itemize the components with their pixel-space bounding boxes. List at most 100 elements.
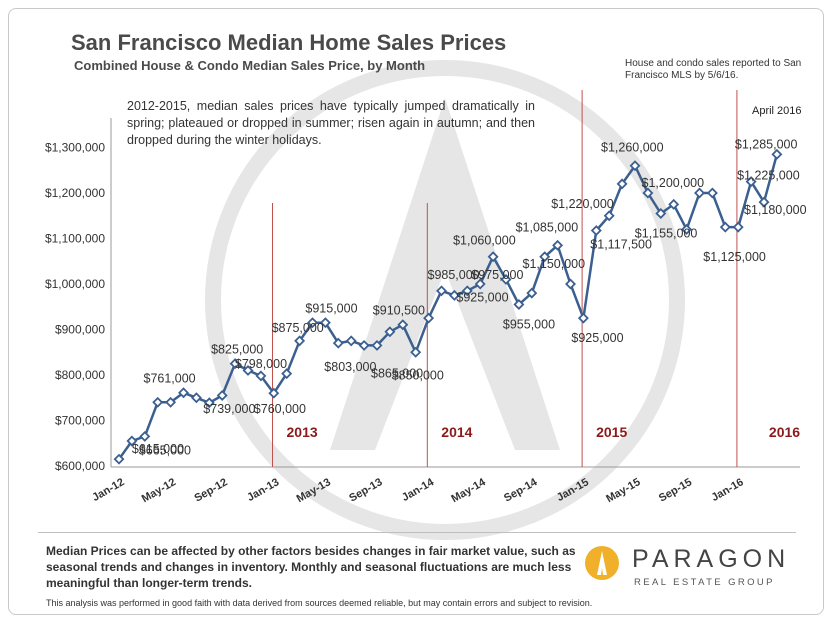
data-point: [294, 335, 306, 347]
data-label: $910,500: [373, 304, 425, 318]
y-tick-label: $700,000: [55, 414, 105, 428]
data-point: [178, 387, 189, 399]
data-point: [681, 223, 693, 235]
data-point: [203, 397, 215, 409]
data-point: [474, 278, 486, 290]
data-point: [642, 187, 654, 199]
x-tick-label: Jan-12: [90, 476, 126, 504]
data-point: [565, 278, 576, 290]
source-note: House and condo sales reported to San Fr…: [625, 58, 802, 81]
seasonal-callout: 2012-2015, median sales prices have typi…: [127, 99, 535, 147]
x-tick-label: Sep-13: [347, 476, 384, 504]
data-point: [668, 198, 680, 210]
y-tick-label: $1,000,000: [45, 277, 105, 291]
x-tick-label: May-12: [140, 476, 178, 505]
data-point: [319, 317, 331, 329]
data-point: [694, 187, 705, 199]
data-point: [758, 196, 770, 208]
data-point: [500, 273, 512, 285]
paragon-logo-mark-icon: [597, 551, 607, 575]
data-label: $761,000: [144, 372, 196, 386]
y-tick-label: $800,000: [55, 368, 105, 382]
data-label: $1,150,000: [523, 257, 586, 271]
data-point: [397, 319, 409, 331]
data-label: $1,225,000: [737, 169, 800, 183]
data-point: [616, 178, 628, 190]
data-point: [655, 208, 667, 219]
data-point: [448, 289, 460, 301]
data-point: [242, 364, 254, 376]
data-label: $850,000: [392, 368, 444, 382]
year-label: 2015: [596, 424, 627, 440]
data-point: [577, 312, 589, 324]
footer-note: Median Prices can be affected by other f…: [46, 544, 576, 590]
data-point: [513, 299, 525, 310]
data-point: [732, 221, 744, 233]
data-label: $615,000: [132, 442, 184, 456]
x-tick-label: May-15: [604, 476, 642, 505]
y-tick-label: $1,100,000: [45, 232, 105, 246]
data-label: $975,000: [471, 268, 523, 282]
data-label: $1,060,000: [453, 234, 516, 248]
data-label: $865,000: [371, 366, 423, 380]
data-label: $1,125,000: [703, 250, 766, 264]
data-label: $1,117,500: [590, 238, 652, 252]
data-point: [384, 326, 396, 338]
data-label: $1,155,000: [635, 226, 698, 240]
data-point: [229, 358, 241, 370]
y-tick-label: $900,000: [55, 323, 105, 337]
disclaimer: This analysis was performed in good fait…: [46, 598, 593, 608]
data-point: [152, 396, 164, 408]
data-label: $875,000: [272, 321, 324, 335]
data-point: [126, 435, 138, 447]
y-tick-label: $1,300,000: [45, 141, 105, 155]
data-label: $955,000: [503, 317, 555, 331]
x-tick-label: Jan-14: [400, 476, 437, 504]
data-point: [190, 392, 202, 404]
data-point: [358, 339, 370, 351]
data-point: [436, 285, 447, 297]
year-label: 2013: [287, 424, 318, 440]
chart-subtitle: Combined House & Condo Median Sales Pric…: [74, 58, 426, 73]
x-tick-label: Jan-13: [245, 476, 281, 504]
data-label: $915,000: [305, 302, 357, 316]
chart-title: San Francisco Median Home Sales Prices: [71, 30, 507, 55]
data-point: [113, 453, 125, 465]
data-point: [281, 368, 293, 380]
brand-name: PARAGON: [632, 545, 791, 573]
data-label: $803,000: [324, 360, 376, 374]
data-point: [410, 346, 422, 358]
data-point: [706, 187, 718, 199]
data-point: [371, 339, 383, 351]
series-line: [117, 153, 779, 460]
data-point: [307, 317, 318, 329]
data-label: $1,220,000: [551, 197, 614, 211]
data-point: [332, 337, 344, 349]
data-point: [139, 430, 151, 442]
data-point: [629, 160, 641, 172]
x-tick-label: Jan-16: [710, 476, 746, 504]
x-tick-label: Sep-15: [657, 476, 694, 504]
data-point: [552, 239, 564, 251]
data-label: $1,260,000: [601, 141, 664, 155]
y-tick-label: $600,000: [55, 459, 105, 473]
data-point: [745, 176, 757, 188]
data-point: [526, 287, 538, 299]
y-tick-label: $1,200,000: [45, 186, 105, 200]
footer-divider: [38, 532, 796, 533]
data-point: [461, 285, 473, 297]
data-point: [345, 335, 357, 347]
april-2016-label: April 2016: [752, 105, 802, 117]
year-label: 2014: [441, 424, 472, 440]
data-label: $825,000: [211, 343, 263, 357]
data-label: $1,180,000: [744, 203, 807, 217]
data-label: $925,000: [456, 290, 508, 304]
data-label: $1,285,000: [735, 137, 798, 151]
data-label: $798,000: [235, 357, 287, 371]
data-label: $665,000: [139, 443, 191, 457]
x-tick-label: Sep-12: [192, 476, 229, 504]
data-label: $985,000: [428, 268, 480, 282]
data-label: $739,000: [203, 402, 255, 416]
data-point: [603, 210, 615, 222]
